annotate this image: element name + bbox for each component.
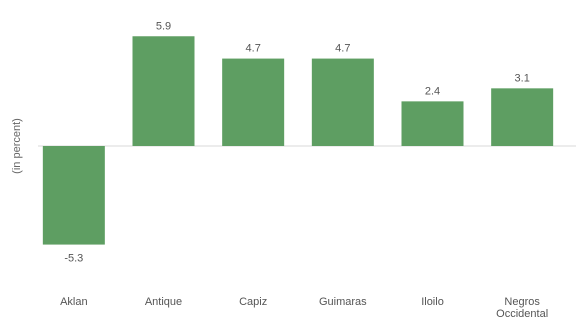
data-labels-group: -5.3 5.9 4.7 4.7 2.4 3.1 [64, 20, 529, 264]
data-label-capiz: 4.7 [246, 43, 261, 55]
data-label-aklan: -5.3 [64, 253, 83, 265]
x-tick-label-guimaras: Guimaras [319, 296, 367, 308]
x-tick-label-aklan: Aklan [60, 296, 88, 308]
bar-guimaras [311, 58, 374, 146]
bar-antique [132, 36, 195, 147]
bar-negros-occidental [491, 88, 554, 146]
x-tick-label-iloilo: Iloilo [421, 296, 444, 308]
x-tick-label-negros-occidental: Negros Occidental [496, 296, 548, 320]
x-tick-label-antique: Antique [145, 296, 182, 308]
bars-group [42, 36, 554, 245]
bar-capiz [222, 58, 285, 146]
data-label-iloilo: 2.4 [425, 85, 440, 97]
bar-aklan [42, 146, 105, 245]
bar-iloilo [401, 101, 464, 146]
data-label-antique: 5.9 [156, 20, 171, 32]
data-label-guimaras: 4.7 [335, 43, 350, 55]
y-axis-label: (in percent) [11, 118, 23, 174]
category-labels-group: Aklan Antique Capiz Guimaras Iloilo Negros Occ… [60, 296, 548, 320]
data-label-negros-occidental: 3.1 [515, 72, 530, 84]
x-tick-label-capiz: Capiz [239, 296, 267, 308]
